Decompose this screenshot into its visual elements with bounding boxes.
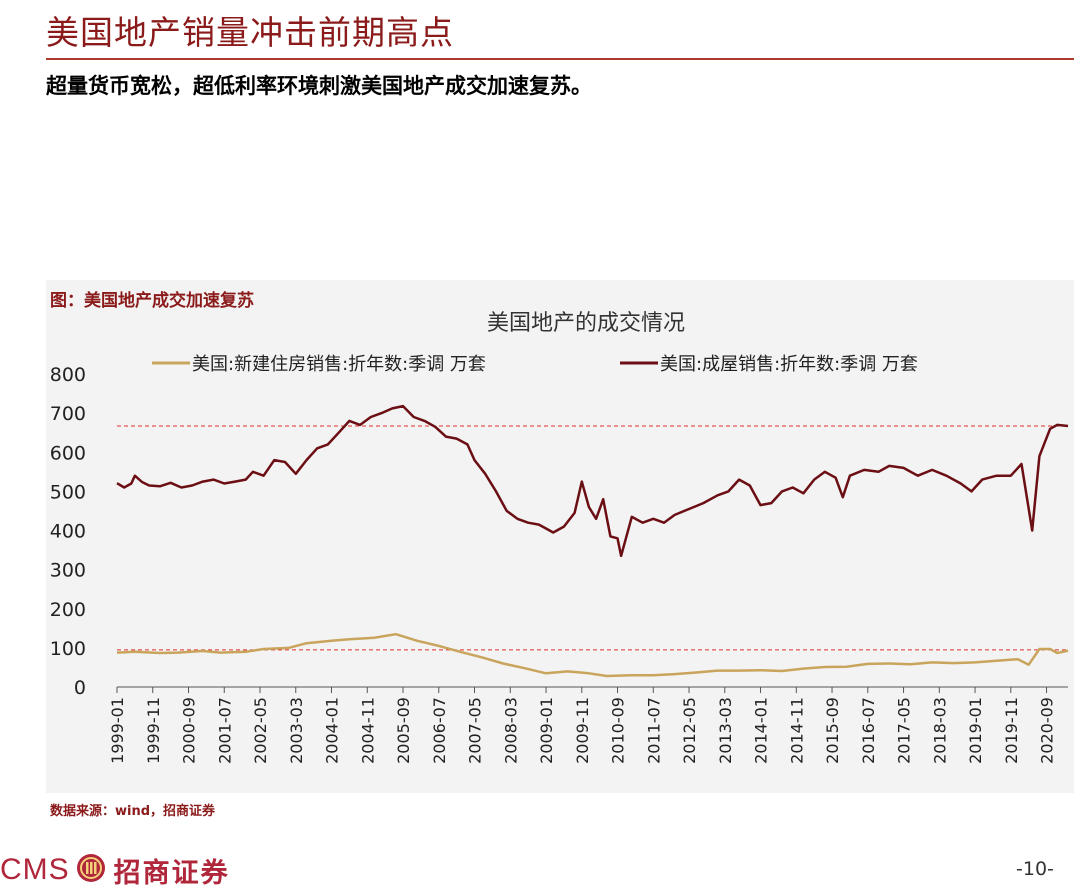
legend-label-2: 美国:成屋销售:折年数:季调 万套	[660, 354, 918, 375]
legend-label-1: 美国:新建住房销售:折年数:季调 万套	[192, 354, 486, 375]
y-tick-label: 300	[50, 560, 86, 582]
x-tick-label: 2004-01	[323, 697, 342, 764]
y-tick-label: 700	[50, 403, 86, 425]
source-note: 数据来源：wind，招商证券	[50, 804, 216, 819]
x-tick-label: 2019-11	[1002, 697, 1021, 764]
series-line-new-home-sales	[116, 632, 1069, 678]
x-tick-label: 2009-11	[573, 697, 592, 764]
title-rule	[46, 58, 1074, 60]
page-title: 美国地产销量冲击前期高点	[46, 13, 454, 52]
y-tick-label: 600	[50, 442, 86, 464]
x-tick-label: 2000-09	[180, 697, 199, 764]
page-subtitle: 超量货币宽松，超低利率环境刺激美国地产成交加速复苏。	[46, 74, 592, 98]
y-tick-label: 400	[50, 521, 86, 543]
figure-caption: 图：美国地产成交加速复苏	[50, 291, 254, 311]
x-tick-label: 1999-11	[144, 697, 163, 764]
x-tick-label: 2004-11	[358, 697, 377, 764]
x-tick-label: 2013-03	[716, 697, 735, 764]
y-tick-label: 500	[50, 481, 86, 503]
x-tick-label: 2003-03	[287, 697, 306, 764]
series-line-existing-home-sales	[116, 404, 1069, 558]
x-tick-label: 2001-07	[215, 697, 234, 764]
company-logo: CMS 招商证券	[0, 852, 230, 889]
y-tick-label: 200	[50, 599, 86, 621]
x-tick-label: 2007-05	[466, 697, 485, 764]
x-tick-label: 2002-05	[251, 697, 270, 764]
y-tick-label: 100	[50, 638, 86, 660]
logo-cms-text: CMS	[0, 853, 70, 886]
x-tick-label: 2012-05	[680, 697, 699, 764]
x-tick-label: 2019-01	[966, 697, 985, 764]
chart-panel	[46, 280, 1074, 793]
x-tick-label: 2018-03	[930, 697, 949, 764]
y-tick-label: 0	[74, 677, 86, 699]
page-number: -10-	[1016, 858, 1054, 880]
x-tick-label: 2015-09	[823, 697, 842, 764]
x-tick-label: 2009-01	[537, 697, 556, 764]
x-tick-label: 2014-01	[752, 697, 771, 764]
x-tick-label: 2020-09	[1038, 697, 1057, 764]
logo-brand-text: 招商证券	[113, 857, 230, 889]
x-tick-label: 2006-07	[430, 697, 449, 764]
x-tick-label: 1999-01	[108, 697, 127, 764]
x-tick-label: 2011-07	[644, 697, 663, 764]
chart-title: 美国地产的成交情况	[487, 311, 685, 336]
x-tick-label: 2017-05	[895, 697, 914, 764]
x-tick-label: 2008-03	[501, 697, 520, 764]
x-tick-label: 2014-11	[787, 697, 806, 764]
x-tick-label: 2005-09	[394, 697, 413, 764]
y-tick-label: 800	[50, 364, 86, 386]
x-tick-label: 2010-09	[609, 697, 628, 764]
logo-emblem-icon	[76, 853, 106, 887]
x-tick-label: 2016-07	[859, 697, 878, 764]
